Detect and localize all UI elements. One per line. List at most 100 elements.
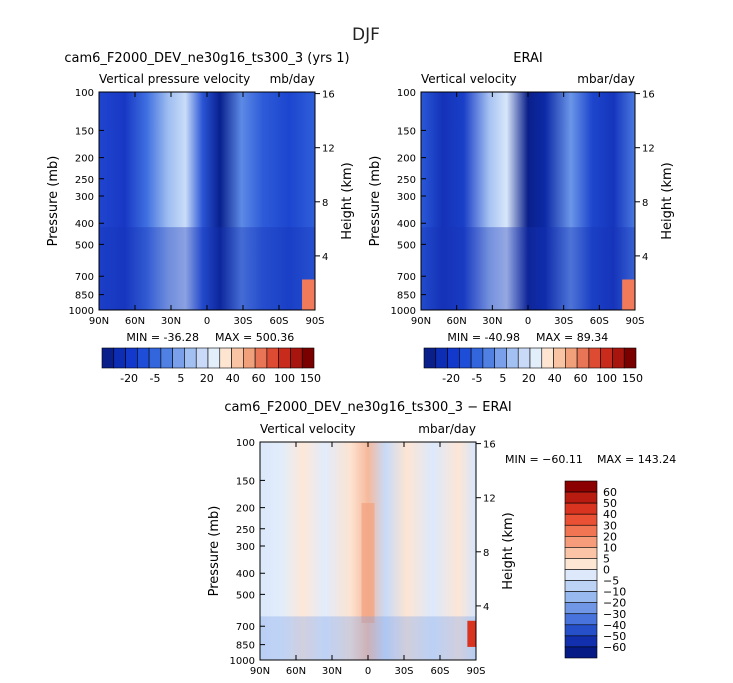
- legend-swatch: [564, 558, 598, 570]
- y-tick-label: 200: [397, 154, 416, 165]
- legend-tick-label: 60: [603, 486, 617, 499]
- y-tick-label: 400: [397, 219, 416, 230]
- legend-swatch: [290, 347, 303, 369]
- legend-tick-label: 20: [603, 530, 617, 543]
- legend-swatch: [184, 347, 197, 369]
- legend-tick-label: 5: [177, 372, 184, 385]
- y-tick-label: 500: [75, 240, 94, 251]
- x-tick-label: 90S: [466, 666, 485, 677]
- x-tick-label: 90N: [89, 316, 109, 327]
- legend-tick-label: -5: [472, 372, 483, 385]
- y-right-tick-label: 16: [642, 90, 655, 101]
- legend-tick-label: 5: [603, 552, 610, 565]
- field-background: [421, 92, 635, 310]
- field-positive-streak: [361, 503, 375, 623]
- min-label: MIN = -36.28: [126, 331, 199, 344]
- y-tick-label: 300: [236, 542, 255, 553]
- y-tick-label: 100: [236, 438, 255, 449]
- y-right-tick-label: 4: [483, 602, 489, 613]
- legend-tick-label: 0: [603, 564, 610, 577]
- y-tick-label: 100: [75, 88, 94, 99]
- legend-tick-label: 150: [300, 372, 321, 385]
- legend-swatch: [564, 547, 598, 559]
- y-tick-label: 200: [236, 504, 255, 515]
- legend-swatch: [301, 347, 315, 369]
- legend-swatch: [195, 347, 209, 369]
- chart-model: cam6_F2000_DEV_ne30g16_ts300_3 (yrs 1) Ve…: [46, 51, 355, 385]
- legend-tick-label: 50: [603, 497, 617, 510]
- x-tick-label: 60S: [430, 666, 449, 677]
- legend-swatch: [482, 347, 495, 369]
- x-tick-label: 60S: [590, 316, 609, 327]
- y-right-axis-label: Height (km): [660, 162, 675, 239]
- field-lower-band: [99, 227, 315, 310]
- legend-swatch: [564, 524, 598, 537]
- max-label: MAX = 89.34: [536, 331, 608, 344]
- subtitle-units: mbar/day: [577, 72, 635, 86]
- legend-swatch: [459, 347, 472, 369]
- legend-tick-label: 5: [499, 372, 506, 385]
- chart-title: cam6_F2000_DEV_ne30g16_ts300_3 − ERAI: [224, 400, 511, 415]
- legend-tick-label: 150: [622, 372, 643, 385]
- legend-swatch: [219, 347, 232, 369]
- legend-swatch: [564, 635, 598, 648]
- legend-tick-label: 40: [548, 372, 562, 385]
- y-tick-label: 850: [236, 641, 255, 652]
- x-tick-label: 0: [365, 666, 371, 677]
- legend-swatch: [160, 347, 173, 369]
- subtitle-units: mb/day: [270, 72, 315, 86]
- legend-swatch: [278, 347, 291, 369]
- legend-swatch: [470, 347, 484, 369]
- legend-tick-label: 60: [574, 372, 588, 385]
- y-right-tick-label: 12: [483, 494, 496, 505]
- y-tick-label: 700: [75, 272, 94, 283]
- legend-swatch: [564, 513, 598, 526]
- y-axis-label: Pressure (mb): [368, 156, 383, 247]
- y-tick-label: 300: [75, 192, 94, 203]
- legend-swatch: [564, 491, 598, 504]
- legend-tick-label: 30: [603, 519, 617, 532]
- legend-tick-label: −30: [603, 608, 626, 621]
- y-tick-label: 400: [236, 569, 255, 580]
- y-right-axis-label: Height (km): [501, 512, 516, 589]
- y-right-tick-label: 4: [322, 252, 328, 263]
- legend-swatch: [254, 347, 268, 369]
- legend-swatch: [447, 347, 460, 369]
- field-lower-band: [421, 227, 635, 310]
- field-positive-patch: [467, 620, 476, 647]
- legend-swatch: [125, 347, 138, 369]
- y-tick-label: 400: [75, 219, 94, 230]
- y-tick-label: 250: [75, 175, 94, 186]
- legend-swatch: [266, 347, 279, 369]
- legend-swatch: [423, 347, 437, 369]
- subtitle-variable: Vertical velocity: [260, 422, 356, 436]
- x-tick-label: 30N: [322, 666, 342, 677]
- y-right-tick-label: 8: [322, 198, 328, 209]
- x-tick-label: 30S: [554, 316, 573, 327]
- chart-diff: cam6_F2000_DEV_ne30g16_ts300_3 − ERAI Ver…: [207, 400, 676, 677]
- legend-swatch: [113, 347, 126, 369]
- legend-tick-label: -5: [150, 372, 161, 385]
- legend-swatch: [231, 347, 244, 369]
- legend-tick-label: −5: [603, 575, 619, 588]
- x-tick-label: 60S: [269, 316, 288, 327]
- y-tick-label: 200: [75, 154, 94, 165]
- legend-tick-label: 100: [274, 372, 295, 385]
- legend-swatch: [172, 347, 185, 369]
- y-tick-label: 850: [75, 291, 94, 302]
- y-tick-label: 150: [397, 126, 416, 137]
- y-right-tick-label: 12: [322, 144, 335, 155]
- legend-swatch: [564, 480, 598, 493]
- y-tick-label: 100: [397, 88, 416, 99]
- x-tick-label: 30S: [233, 316, 252, 327]
- legend-tick-label: −10: [603, 586, 626, 599]
- y-axis-label: Pressure (mb): [207, 506, 222, 597]
- y-tick-label: 250: [236, 525, 255, 536]
- min-label: MIN = −60.11: [505, 453, 583, 466]
- x-tick-label: 90N: [411, 316, 431, 327]
- x-tick-label: 30N: [161, 316, 181, 327]
- y-right-tick-label: 8: [483, 548, 489, 559]
- legend-swatch: [553, 347, 566, 369]
- y-tick-label: 500: [397, 240, 416, 251]
- legend-swatch: [207, 347, 221, 369]
